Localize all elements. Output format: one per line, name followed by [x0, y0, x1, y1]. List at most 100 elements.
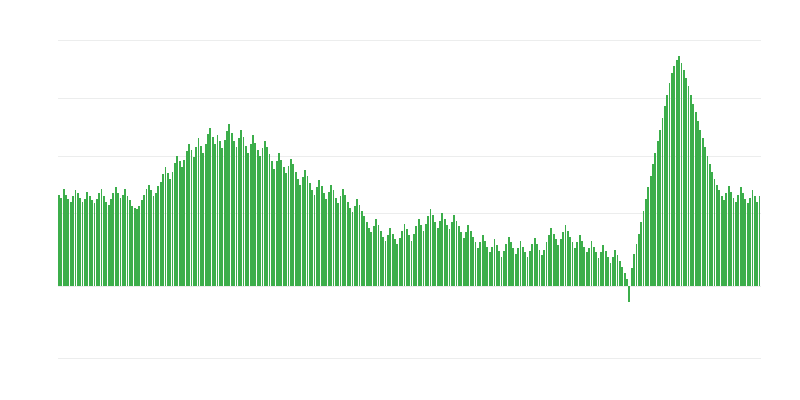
bar[interactable]: [692, 103, 695, 286]
bar[interactable]: [536, 243, 538, 286]
bar[interactable]: [173, 162, 176, 286]
bar[interactable]: [495, 245, 498, 286]
bar[interactable]: [493, 239, 496, 286]
bar[interactable]: [723, 200, 725, 286]
bar[interactable]: [278, 152, 280, 286]
bar[interactable]: [197, 138, 200, 286]
bar[interactable]: [249, 144, 252, 286]
bar[interactable]: [751, 190, 754, 286]
bar[interactable]: [671, 73, 673, 286]
bar[interactable]: [476, 248, 479, 286]
bar[interactable]: [474, 242, 477, 286]
bar[interactable]: [308, 183, 311, 286]
bar[interactable]: [460, 232, 463, 286]
bar[interactable]: [185, 151, 188, 286]
bar[interactable]: [583, 246, 586, 286]
bar[interactable]: [469, 230, 472, 286]
bar[interactable]: [110, 199, 112, 286]
bar[interactable]: [81, 201, 84, 286]
bar[interactable]: [694, 112, 697, 286]
bar[interactable]: [576, 242, 579, 286]
bar[interactable]: [256, 149, 259, 286]
bar[interactable]: [403, 223, 406, 286]
bar[interactable]: [294, 171, 297, 286]
bar[interactable]: [467, 225, 470, 286]
bar[interactable]: [642, 210, 645, 286]
bar[interactable]: [685, 77, 688, 286]
bar[interactable]: [339, 196, 342, 286]
bar[interactable]: [602, 245, 605, 286]
bar[interactable]: [181, 167, 183, 286]
bar[interactable]: [240, 129, 243, 286]
bar[interactable]: [133, 207, 136, 286]
bar[interactable]: [401, 230, 404, 286]
bar[interactable]: [268, 154, 271, 286]
bar[interactable]: [178, 161, 181, 286]
bar[interactable]: [498, 251, 501, 286]
bar[interactable]: [519, 240, 522, 286]
bar[interactable]: [200, 145, 202, 286]
bar[interactable]: [756, 201, 759, 286]
bar[interactable]: [216, 135, 219, 286]
bar[interactable]: [484, 240, 486, 286]
bar[interactable]: [557, 245, 560, 286]
bar[interactable]: [91, 200, 93, 286]
bar[interactable]: [391, 233, 394, 286]
bar[interactable]: [360, 210, 363, 286]
bar[interactable]: [431, 214, 434, 286]
bar[interactable]: [488, 252, 491, 286]
bar[interactable]: [209, 128, 212, 286]
bar[interactable]: [422, 230, 425, 286]
bar[interactable]: [701, 138, 704, 286]
bar[interactable]: [415, 226, 418, 286]
bar[interactable]: [621, 266, 624, 286]
bar[interactable]: [408, 235, 411, 286]
bar[interactable]: [443, 219, 446, 286]
bar[interactable]: [65, 194, 67, 286]
bar[interactable]: [226, 131, 228, 286]
bar[interactable]: [275, 161, 278, 286]
bar[interactable]: [711, 171, 714, 286]
bar[interactable]: [382, 236, 385, 286]
bar[interactable]: [550, 227, 553, 286]
bar[interactable]: [673, 66, 676, 286]
bar[interactable]: [287, 165, 290, 286]
bar[interactable]: [398, 238, 401, 286]
bar[interactable]: [389, 227, 392, 286]
bar[interactable]: [356, 199, 359, 286]
bar[interactable]: [297, 178, 299, 286]
bar[interactable]: [242, 136, 245, 286]
bar[interactable]: [559, 239, 562, 286]
bar[interactable]: [289, 158, 292, 286]
bar[interactable]: [171, 171, 174, 286]
bar[interactable]: [758, 196, 761, 286]
bar[interactable]: [507, 236, 510, 286]
bar[interactable]: [585, 252, 588, 286]
bar[interactable]: [739, 187, 742, 286]
bar[interactable]: [410, 240, 413, 286]
bar[interactable]: [697, 120, 699, 286]
bar[interactable]: [152, 196, 155, 286]
bar[interactable]: [640, 222, 643, 286]
bar[interactable]: [720, 196, 723, 286]
bar[interactable]: [334, 197, 337, 286]
bar[interactable]: [396, 243, 399, 286]
bar[interactable]: [228, 123, 231, 286]
bar[interactable]: [500, 256, 503, 286]
bar[interactable]: [363, 216, 366, 286]
bar[interactable]: [725, 193, 728, 286]
bar[interactable]: [429, 209, 432, 286]
bar[interactable]: [704, 146, 706, 286]
bar[interactable]: [562, 232, 564, 286]
bar[interactable]: [434, 222, 437, 286]
bar[interactable]: [84, 199, 86, 286]
bar[interactable]: [630, 268, 633, 286]
bar[interactable]: [86, 191, 89, 286]
bar[interactable]: [301, 177, 304, 286]
bar[interactable]: [344, 194, 347, 286]
bar[interactable]: [166, 172, 169, 286]
bar[interactable]: [247, 152, 250, 286]
bar[interactable]: [510, 242, 512, 286]
bar[interactable]: [635, 243, 638, 286]
bar[interactable]: [462, 238, 465, 286]
